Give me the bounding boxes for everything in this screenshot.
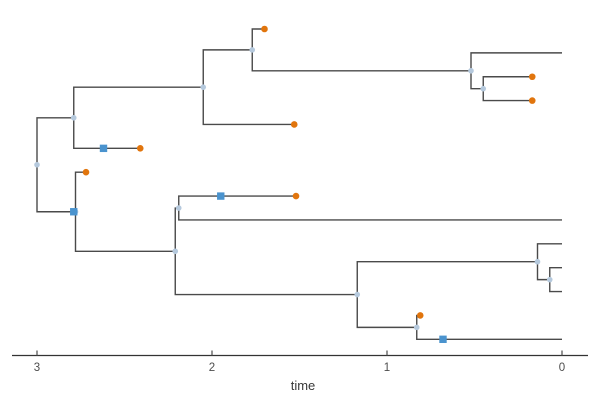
event-marker-icon xyxy=(439,335,447,343)
sampled-tip-icon xyxy=(528,97,536,104)
branch-t8 xyxy=(178,195,296,209)
branch-t3 xyxy=(482,76,533,89)
branch-t11 xyxy=(549,266,562,280)
event-marker-icon xyxy=(217,192,225,200)
internal-node-icon xyxy=(534,258,541,265)
x-axis-tick-label: 2 xyxy=(209,362,215,374)
branch-A xyxy=(202,49,253,88)
branch-B xyxy=(73,86,204,118)
branch-F xyxy=(251,49,471,72)
x-axis-tick-label: 3 xyxy=(34,362,40,374)
branch-t14 xyxy=(416,327,562,340)
sampled-tip-icon xyxy=(292,192,300,200)
internal-node-icon xyxy=(354,291,361,298)
branch-W xyxy=(536,261,550,281)
branch-G xyxy=(470,70,484,90)
branch-t12 xyxy=(549,279,562,293)
branch-t5 xyxy=(202,87,295,126)
branch-V xyxy=(356,261,538,295)
event-marker-icon xyxy=(70,208,78,216)
sampled-tip-icon xyxy=(261,25,268,33)
branch-t4 xyxy=(482,88,533,102)
internal-node-icon xyxy=(200,84,207,90)
branch-t2 xyxy=(470,52,562,71)
branch-t6 xyxy=(73,117,141,150)
branch-D xyxy=(36,164,76,213)
internal-node-icon xyxy=(175,205,182,211)
internal-node-icon xyxy=(249,47,256,53)
internal-node-icon xyxy=(70,114,77,121)
branch-I xyxy=(174,251,358,296)
branch-C xyxy=(36,117,74,165)
sampled-tip-icon xyxy=(290,121,298,128)
sampled-tip-icon xyxy=(416,312,424,319)
internal-node-icon xyxy=(172,248,179,255)
sampled-tip-icon xyxy=(136,145,144,152)
branch-t9 xyxy=(178,208,562,221)
internal-node-icon xyxy=(413,324,420,331)
branch-t7 xyxy=(74,171,86,212)
internal-node-icon xyxy=(468,67,474,74)
x-axis-title: time xyxy=(291,378,316,393)
internal-node-icon xyxy=(34,161,40,168)
internal-node-icon xyxy=(480,85,487,92)
event-marker-icon xyxy=(99,144,108,153)
x-axis-tick-label: 1 xyxy=(384,362,390,374)
sampled-tip-icon xyxy=(528,73,536,81)
branch-t10 xyxy=(536,243,562,262)
x-axis-tick-label: 0 xyxy=(559,362,565,374)
branch-E xyxy=(74,211,176,252)
internal-node-icon xyxy=(546,276,553,283)
branch-t1 xyxy=(251,28,265,50)
branch-J xyxy=(356,294,417,329)
sampled-tip-icon xyxy=(82,168,90,176)
